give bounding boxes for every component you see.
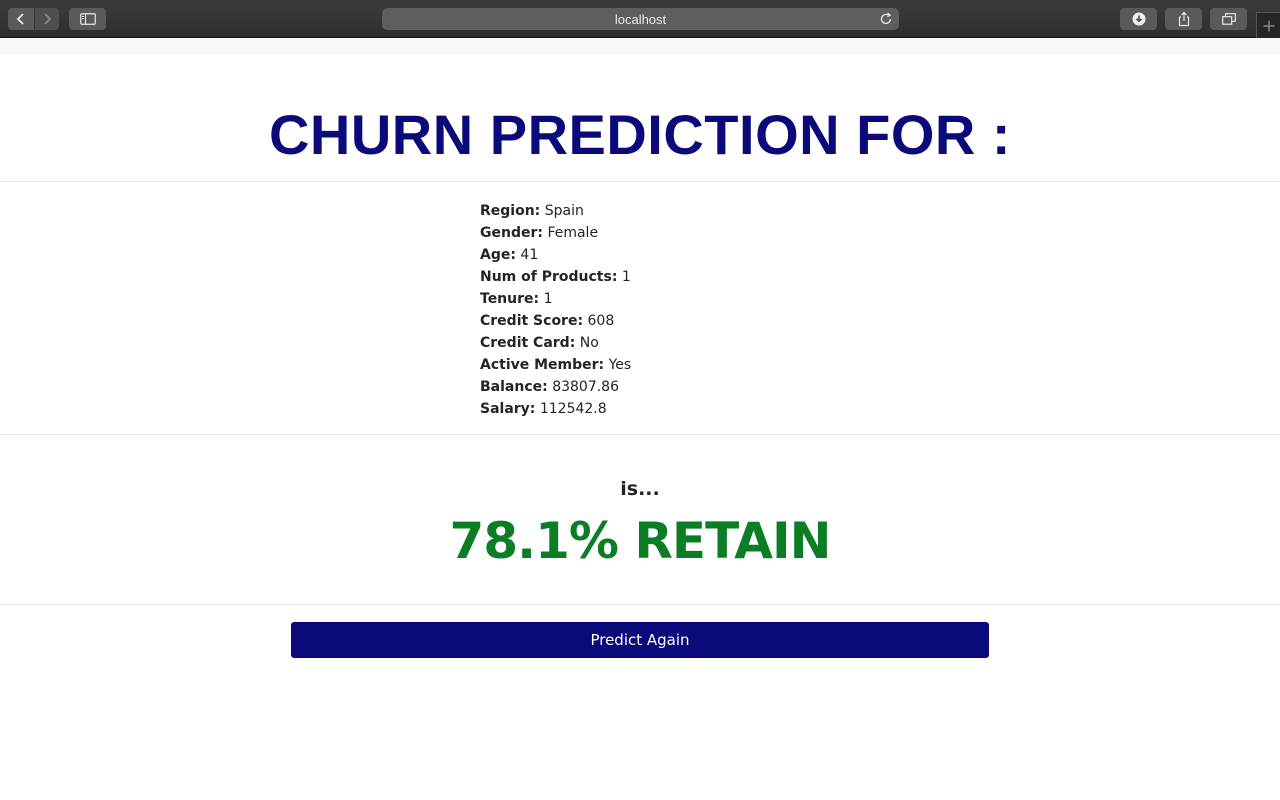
detail-label: Active Member: <box>480 357 605 373</box>
detail-value: Spain <box>544 203 584 219</box>
result-prefix: is... <box>620 478 660 500</box>
chevron-right-icon <box>44 13 52 25</box>
share-icon <box>1178 11 1189 27</box>
tabs-icon <box>1221 13 1236 25</box>
predict-again-button[interactable]: Predict Again <box>291 622 989 658</box>
detail-value: 1 <box>621 269 631 285</box>
detail-label: Salary: <box>480 401 536 417</box>
detail-value: 1 <box>543 291 553 307</box>
detail-label: Balance: <box>480 379 548 395</box>
detail-label: Tenure: <box>480 291 540 307</box>
page-title: CHURN PREDICTION FOR : <box>268 103 1012 166</box>
detail-num-products: Num of Products: 1 <box>480 266 631 288</box>
share-button[interactable] <box>1165 8 1202 30</box>
detail-salary: Salary: 112542.8 <box>480 398 631 420</box>
detail-value: No <box>579 335 599 351</box>
toolbar-divider <box>0 38 1280 54</box>
downloads-button[interactable] <box>1120 8 1157 30</box>
detail-label: Gender: <box>480 225 543 241</box>
detail-value: 112542.8 <box>539 401 607 417</box>
detail-label: Num of Products: <box>480 269 618 285</box>
new-tab-button[interactable] <box>1256 12 1280 38</box>
detail-value: Female <box>547 225 599 241</box>
browser-toolbar: localhost <box>0 0 1280 38</box>
detail-credit-score: Credit Score: 608 <box>480 310 631 332</box>
detail-value: 83807.86 <box>552 379 619 395</box>
detail-label: Credit Score: <box>480 313 584 329</box>
download-icon <box>1132 12 1145 26</box>
page-content: CHURN PREDICTION FOR : Region: Spain Gen… <box>0 54 1280 800</box>
prediction-result: 78.1% RETAIN <box>449 512 832 570</box>
sidebar-icon <box>79 13 96 25</box>
detail-value: 41 <box>520 247 539 263</box>
detail-label: Credit Card: <box>480 335 576 351</box>
divider <box>0 434 1280 435</box>
tab-overview-button[interactable] <box>1210 8 1247 30</box>
reload-icon[interactable] <box>879 12 893 26</box>
customer-details: Region: Spain Gender: Female Age: 41 Num… <box>480 200 631 420</box>
detail-region: Region: Spain <box>480 200 631 222</box>
forward-button[interactable] <box>35 8 59 30</box>
detail-gender: Gender: Female <box>480 222 631 244</box>
url-text: localhost <box>614 11 667 27</box>
detail-label: Region: <box>480 203 541 219</box>
plus-icon <box>1263 20 1274 31</box>
detail-credit-card: Credit Card: No <box>480 332 631 354</box>
detail-label: Age: <box>480 247 516 263</box>
sidebar-toggle-button[interactable] <box>69 8 106 30</box>
divider <box>0 181 1280 182</box>
detail-active-member: Active Member: Yes <box>480 354 631 376</box>
detail-value: 608 <box>587 313 615 329</box>
detail-balance: Balance: 83807.86 <box>480 376 631 398</box>
back-button[interactable] <box>8 8 34 30</box>
detail-age: Age: 41 <box>480 244 631 266</box>
address-bar[interactable]: localhost <box>382 8 899 30</box>
detail-tenure: Tenure: 1 <box>480 288 631 310</box>
chevron-left-icon <box>16 13 24 25</box>
divider <box>0 604 1280 605</box>
detail-value: Yes <box>608 357 632 373</box>
